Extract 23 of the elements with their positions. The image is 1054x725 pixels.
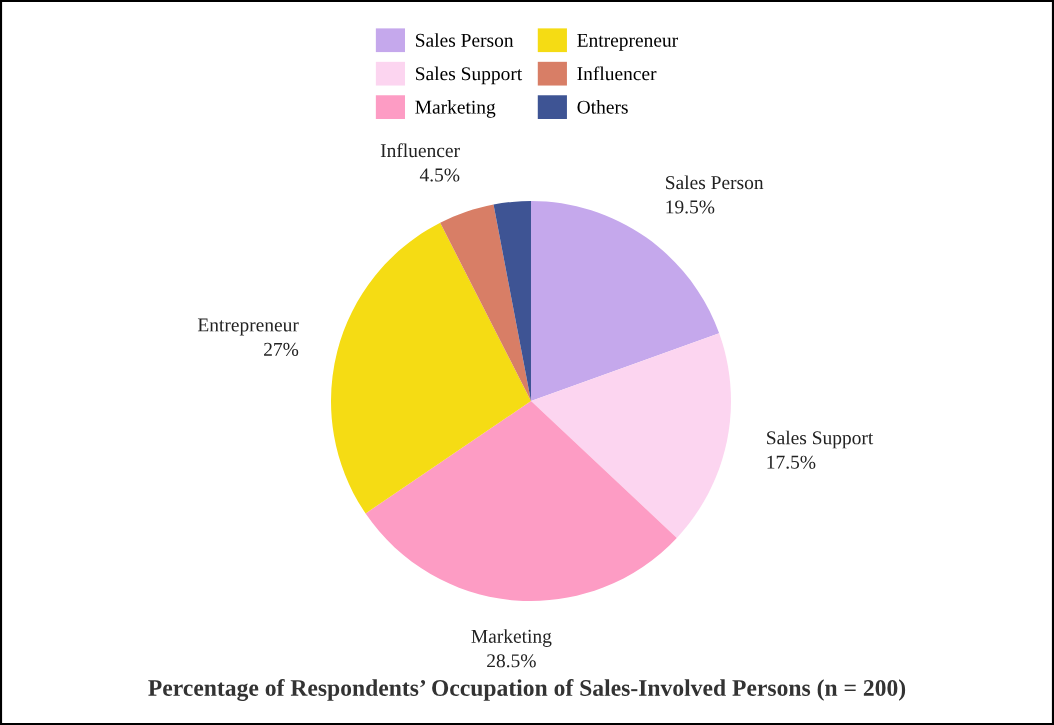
pie-slice	[531, 201, 720, 401]
pie-slice	[440, 204, 531, 401]
slice-label: Entrepreneur	[197, 318, 299, 336]
data-label: 19.5%	[666, 200, 715, 214]
data-label: 27%	[264, 342, 299, 356]
slice-label: Sales Support	[767, 430, 874, 449]
pie-slice	[331, 222, 531, 514]
legend-label: Entrepreneur	[577, 33, 678, 51]
pie-slice	[493, 201, 531, 401]
pie-slice	[531, 333, 731, 538]
legend-label: Marketing	[415, 100, 496, 118]
data-label: 17.5%	[767, 455, 816, 469]
data-label: 4.5%	[419, 168, 460, 182]
legend-label: Others	[577, 100, 628, 114]
pie-slice	[365, 401, 677, 601]
legend-label: Influencer	[577, 66, 657, 81]
text: Percentage of Respondents’ Occupation of Sales-Involved Persons (n = 200)	[148, 679, 906, 701]
slice-label: Marketing	[471, 629, 552, 647]
legend-label: Sales Support	[416, 66, 523, 85]
data-label: 28.5%	[487, 654, 536, 668]
legend-label: Sales Person	[416, 33, 514, 47]
slice-label: Sales Person	[666, 175, 764, 190]
slice-label: Influencer	[380, 143, 460, 158]
